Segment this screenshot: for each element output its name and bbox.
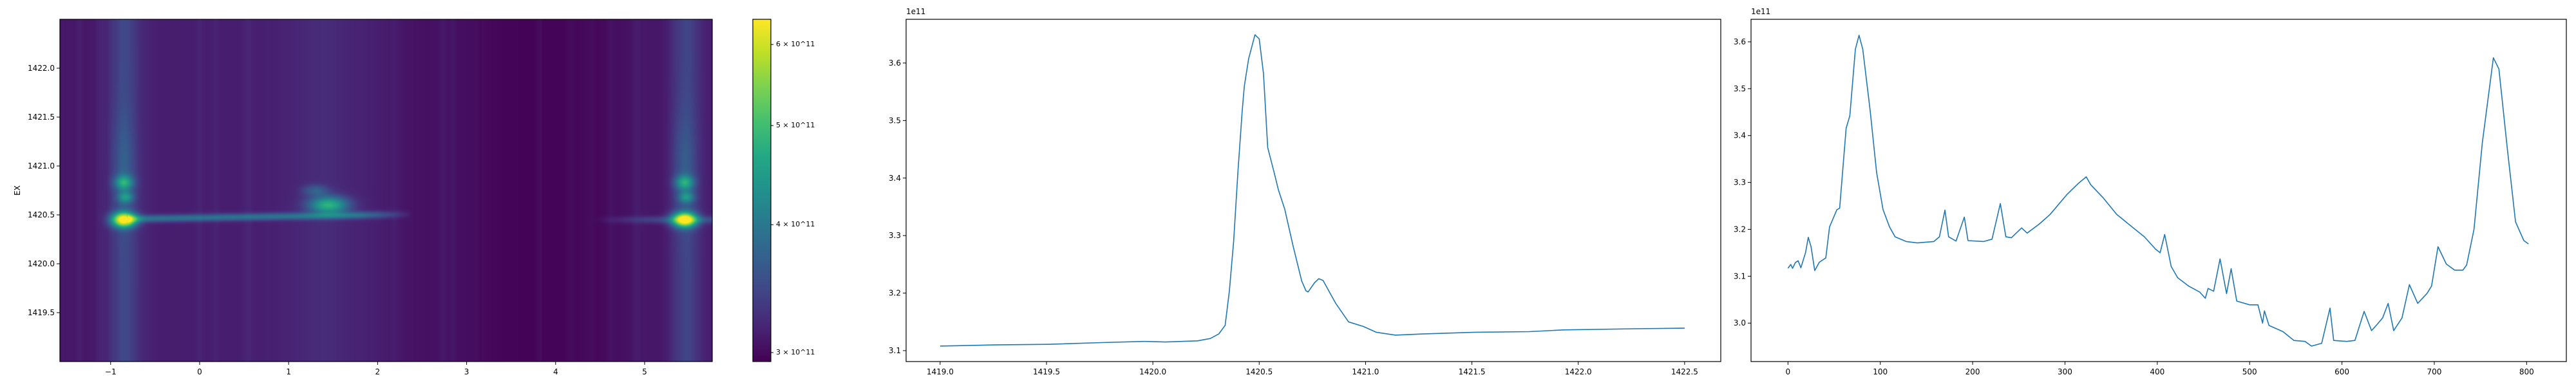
colorbar-tick-label: 6 × 10^11 — [776, 40, 815, 49]
row-profile-axes: 1419.0 1419.5 1420.0 1420.5 1421.0 1421.5 1422… — [889, 7, 1721, 376]
x-tick-label: 100 — [1873, 367, 1888, 376]
x-tick-label: 800 — [2519, 367, 2534, 376]
y-tick-label: 3.3 — [889, 231, 901, 240]
y-tick-label: 3.2 — [889, 289, 901, 298]
x-tick-label: 2 — [375, 367, 381, 376]
y-tick-label: 1421.5 — [28, 113, 55, 122]
offset-text: 1e11 — [906, 7, 925, 16]
y-tick-label: 3.6 — [889, 59, 901, 68]
axes-frame — [1750, 19, 2567, 362]
y-tick-label: 1421.0 — [28, 161, 55, 170]
x-tick-label: 1422.5 — [1671, 367, 1698, 376]
x-tick-label: 200 — [1965, 367, 1980, 376]
y-tick-label: 3.4 — [889, 174, 901, 183]
y-tick-label: 3.6 — [1734, 37, 1746, 46]
x-tick-label: −1 — [105, 367, 117, 376]
offset-text: 1e11 — [1751, 7, 1770, 16]
colorbar-gradient — [752, 19, 772, 362]
y-tick-label: 3.0 — [1734, 318, 1746, 327]
y-axis-label: EX — [13, 185, 22, 196]
data-line — [1787, 35, 2529, 347]
x-tick-label: 1421.0 — [1352, 367, 1379, 376]
y-tick-label: 1422.0 — [28, 64, 55, 73]
axes-frame — [59, 19, 713, 362]
column-profile-axes: 0 100 200 300 400 500 600 700 800 3.0 3.1 3.2 3.3 3.4… — [1734, 7, 2567, 376]
x-tick-label: 0 — [1786, 367, 1791, 376]
y-tick-label: 3.2 — [1734, 225, 1746, 234]
y-tick-label: 3.5 — [1734, 84, 1746, 93]
y-tick-label: 3.1 — [1734, 271, 1746, 280]
colorbar-tick-label: 4 × 10^11 — [776, 220, 815, 229]
x-tick-label: 5 — [642, 367, 647, 376]
y-tick-label: 1420.0 — [28, 259, 55, 268]
y-tick-label: 3.5 — [889, 116, 901, 125]
data-line — [940, 34, 1685, 347]
y-tick-label: 3.4 — [1734, 131, 1746, 140]
y-tick-label: 1420.5 — [28, 210, 55, 219]
x-tick-label: 3 — [464, 367, 469, 376]
y-tick-label: 3.1 — [889, 346, 901, 355]
x-tick-label: 4 — [553, 367, 558, 376]
x-tick-label: 500 — [2242, 367, 2257, 376]
x-tick-label: 1419.0 — [927, 367, 954, 376]
heatmap-image — [60, 19, 712, 362]
heatmap-axes: −1 0 1 2 3 4 5 1419.5 1420.0 1420.5 1421.0 1421.5 14… — [13, 19, 713, 376]
x-tick-label: 1420.0 — [1139, 367, 1166, 376]
x-tick-label: 600 — [2334, 367, 2349, 376]
x-tick-label: 1422.0 — [1565, 367, 1592, 376]
y-tick-label: 3.3 — [1734, 178, 1746, 187]
x-tick-label: 1419.5 — [1033, 367, 1060, 376]
x-tick-label: 1 — [286, 367, 291, 376]
colorbar-tick-label: 5 × 10^11 — [776, 121, 815, 130]
colorbar-tick-label: 3 × 10^11 — [776, 348, 815, 357]
x-tick-label: 0 — [197, 367, 202, 376]
x-tick-label: 300 — [2058, 367, 2072, 376]
y-tick-label: 1419.5 — [28, 308, 55, 317]
x-tick-label: 1420.5 — [1245, 367, 1273, 376]
x-tick-label: 400 — [2150, 367, 2164, 376]
axes-frame — [905, 19, 1721, 362]
x-tick-label: 700 — [2427, 367, 2442, 376]
x-tick-label: 1421.5 — [1459, 367, 1486, 376]
colorbar — [752, 19, 773, 362]
